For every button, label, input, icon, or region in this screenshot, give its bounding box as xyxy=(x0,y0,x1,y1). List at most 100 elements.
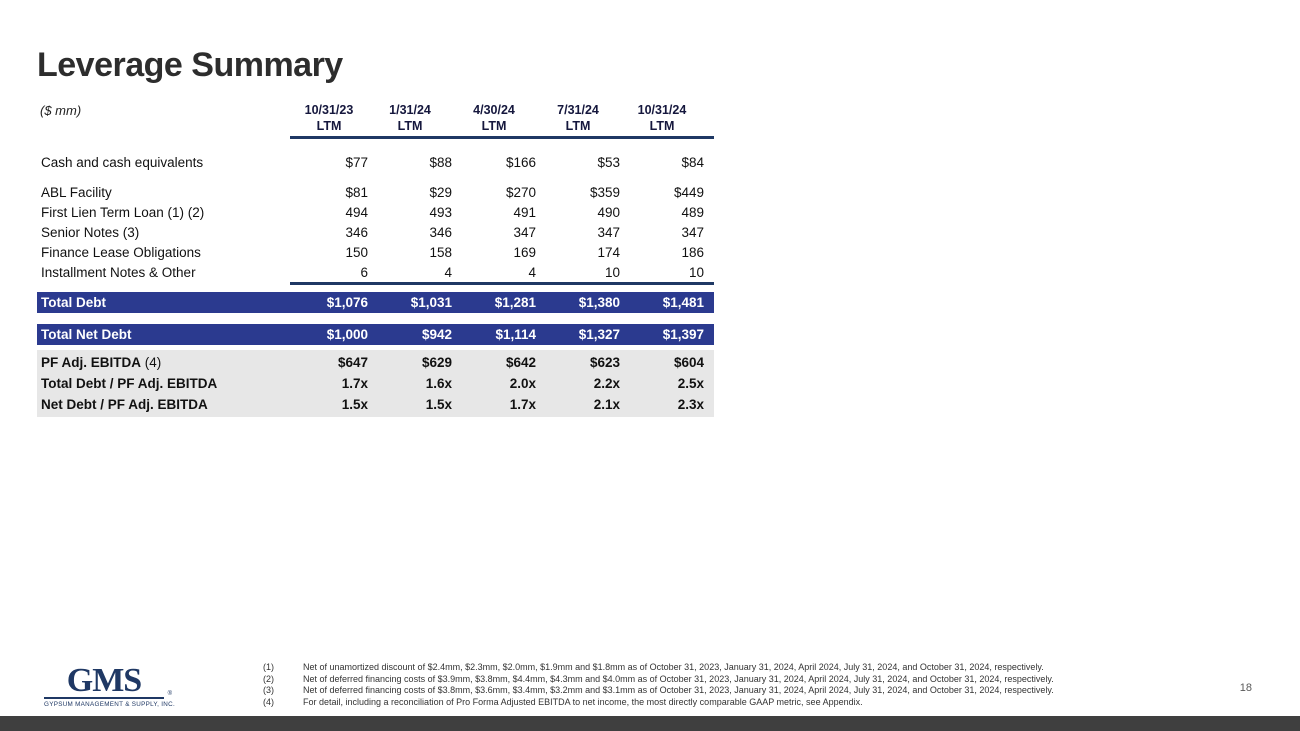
cell-value: 489 xyxy=(681,204,704,220)
row-label: Total Net Debt xyxy=(41,327,132,342)
column-header-date: 10/31/23 xyxy=(304,103,354,117)
cell-value: $1,281 xyxy=(494,295,536,310)
cell-value: 2.2x xyxy=(593,376,620,391)
page-title: Leverage Summary xyxy=(37,46,343,84)
row-label: Cash and cash equivalents xyxy=(41,154,204,170)
cell-value: 490 xyxy=(597,204,620,220)
table-row: Senior Notes (3) 346 346 347 347 347 xyxy=(37,222,714,242)
cell-value: 2.5x xyxy=(677,376,704,391)
cell-value: 158 xyxy=(429,244,452,260)
table-row: Total Debt / PF Adj. EBITDA 1.7x 1.6x 2.… xyxy=(37,373,714,394)
cell-value: 494 xyxy=(345,204,368,220)
cell-value: 169 xyxy=(513,244,536,260)
column-header-date: 4/30/24 xyxy=(473,103,515,117)
cell-value: $29 xyxy=(429,184,452,200)
cell-value: 6 xyxy=(360,264,368,280)
cell-value: $84 xyxy=(681,154,704,170)
cell-value: $1,327 xyxy=(578,327,620,342)
cell-value: $604 xyxy=(673,355,704,370)
cell-value: $270 xyxy=(505,184,536,200)
footnote-number: (4) xyxy=(263,696,274,707)
column-header: 10/31/23 LTM xyxy=(290,102,368,136)
cell-value: $81 xyxy=(345,184,368,200)
footnote-text: Net of deferred financing costs of $3.9m… xyxy=(303,673,1054,684)
cell-value: 347 xyxy=(597,224,620,240)
footnotes: (1) Net of unamortized discount of $2.4m… xyxy=(263,662,1163,708)
cell-value: 2.1x xyxy=(593,397,620,412)
row-label: Total Debt xyxy=(41,295,106,310)
header-underline xyxy=(290,136,714,139)
debt-rows: ABL Facility $81 $29 $270 $359 $449 Firs… xyxy=(37,182,714,282)
cell-value: $1,000 xyxy=(326,327,368,342)
column-header-date: 1/31/24 xyxy=(389,103,431,117)
cell-value: 150 xyxy=(345,244,368,260)
cell-value: $623 xyxy=(589,355,620,370)
cell-value: 2.0x xyxy=(509,376,536,391)
column-header-period: LTM xyxy=(316,119,342,133)
table-row: Finance Lease Obligations 150 158 169 17… xyxy=(37,242,714,262)
cell-value: 10 xyxy=(688,264,704,280)
row-label-main: Total Debt / PF Adj. EBITDA xyxy=(41,376,218,391)
row-label-note: (4) xyxy=(141,355,162,370)
table-row: Net Debt / PF Adj. EBITDA 1.5x 1.5x 1.7x… xyxy=(37,394,714,415)
footnote-number: (2) xyxy=(263,673,274,684)
gms-logo: GMS ® GYPSUM MANAGEMENT & SUPPLY, INC. xyxy=(44,662,176,708)
cell-value: 1.5x xyxy=(341,397,368,412)
cell-value: $942 xyxy=(421,327,452,342)
table-row: ABL Facility $81 $29 $270 $359 $449 xyxy=(37,182,714,202)
cell-value: 1.7x xyxy=(509,397,536,412)
cell-value: 493 xyxy=(429,204,452,220)
cell-value: $647 xyxy=(337,355,368,370)
total-debt-bar: Total Debt $1,076 $1,031 $1,281 $1,380 $… xyxy=(37,292,714,313)
row-label-main: PF Adj. EBITDA xyxy=(41,355,141,370)
header-spacer xyxy=(37,102,290,136)
row-label: Total Debt / PF Adj. EBITDA xyxy=(37,376,290,391)
row-label: Finance Lease Obligations xyxy=(41,244,201,260)
cell-value: $359 xyxy=(589,184,620,200)
column-header-period: LTM xyxy=(649,119,675,133)
cell-value: $1,481 xyxy=(662,295,704,310)
cell-value: 4 xyxy=(444,264,452,280)
cell-value: 186 xyxy=(681,244,704,260)
table-header-row: 10/31/23 LTM 1/31/24 LTM 4/30/24 LTM 7/31/2… xyxy=(37,102,714,136)
footnote: (3) Net of deferred financing costs of $… xyxy=(263,685,1163,697)
cell-value: 2.3x xyxy=(677,397,704,412)
column-header-period: LTM xyxy=(397,119,423,133)
row-label: ABL Facility xyxy=(41,184,112,200)
footnote: (4) For detail, including a reconciliati… xyxy=(263,697,1163,709)
cell-value: $642 xyxy=(505,355,536,370)
footnote-text: Net of deferred financing costs of $3.8m… xyxy=(303,685,1054,696)
table-row: Installment Notes & Other 6 4 4 10 10 xyxy=(37,262,714,282)
cell-value: $1,076 xyxy=(326,295,368,310)
footnote-text: Net of unamortized discount of $2.4mm, $… xyxy=(303,662,1044,672)
row-label: Net Debt / PF Adj. EBITDA xyxy=(37,397,290,412)
gms-logo-wordmark: GMS xyxy=(66,662,142,699)
footnote: (1) Net of unamortized discount of $2.4m… xyxy=(263,662,1163,674)
cell-value: 491 xyxy=(513,204,536,220)
leverage-table: 10/31/23 LTM 1/31/24 LTM 4/30/24 LTM 7/31/2… xyxy=(37,102,714,417)
cell-value: 4 xyxy=(528,264,536,280)
cell-value: $629 xyxy=(421,355,452,370)
row-label: First Lien Term Loan (1) (2) xyxy=(41,204,205,220)
cell-value: 10 xyxy=(604,264,620,280)
table-row: First Lien Term Loan (1) (2) 494 493 491… xyxy=(37,202,714,222)
bottom-bar xyxy=(0,716,1300,731)
cell-value: $53 xyxy=(597,154,620,170)
cell-value: 174 xyxy=(597,244,620,260)
cell-value: 1.6x xyxy=(425,376,452,391)
row-label: PF Adj. EBITDA (4) xyxy=(37,355,290,370)
subtotal-rule xyxy=(290,282,714,285)
column-header: 7/31/24 LTM xyxy=(536,102,620,136)
column-header-period: LTM xyxy=(481,119,507,133)
footnote-number: (3) xyxy=(263,685,274,696)
row-label: Installment Notes & Other xyxy=(41,264,196,280)
cell-value: 1.5x xyxy=(425,397,452,412)
cell-value: 347 xyxy=(513,224,536,240)
cell-value: $1,031 xyxy=(410,295,452,310)
footnote: (2) Net of deferred financing costs of $… xyxy=(263,674,1163,686)
row-label-main: Net Debt / PF Adj. EBITDA xyxy=(41,397,208,412)
column-header: 4/30/24 LTM xyxy=(452,102,536,136)
gms-logo-tagline: GYPSUM MANAGEMENT & SUPPLY, INC. xyxy=(44,701,176,708)
column-header-date: 7/31/24 xyxy=(557,103,599,117)
